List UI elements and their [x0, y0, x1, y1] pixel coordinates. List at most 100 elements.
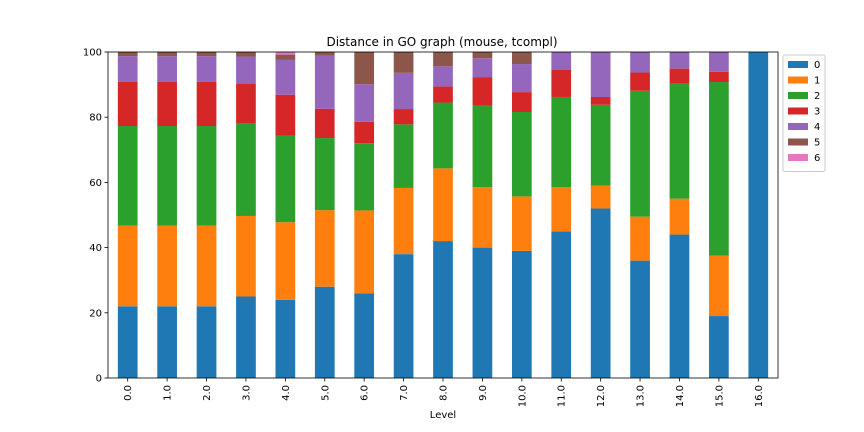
- x-tick-label: 16.0: [754, 385, 765, 407]
- bar-segment: [354, 293, 375, 378]
- legend-swatch: [788, 76, 808, 84]
- bar-segment: [236, 296, 256, 378]
- bar-segment: [117, 126, 138, 226]
- bar-segment: [354, 52, 375, 85]
- y-tick-label: 100: [83, 48, 102, 59]
- bar-segment: [354, 210, 375, 294]
- bar-segment: [393, 52, 414, 73]
- bar-segment: [236, 83, 256, 124]
- legend-swatch: [788, 92, 808, 99]
- bar-segment: [275, 59, 296, 95]
- bar-segment: [590, 104, 611, 186]
- bar-segment: [433, 66, 453, 87]
- bar-segment: [236, 52, 256, 57]
- bar-segment: [393, 72, 414, 110]
- bar-segment: [630, 216, 650, 261]
- bar-segment: [275, 135, 296, 223]
- bar-segment: [472, 105, 493, 188]
- bar-segment: [157, 56, 177, 82]
- bar-segment: [590, 185, 611, 209]
- y-tick-label: 80: [89, 113, 102, 124]
- plot-frame: [107, 51, 779, 379]
- chart-title: Distance in GO graph (mouse, tcompl): [326, 35, 557, 49]
- bar-segment: [354, 121, 375, 144]
- x-tick-label: 14.0: [675, 385, 686, 407]
- bar-segment: [709, 52, 729, 72]
- y-tick-label: 40: [89, 243, 102, 254]
- bar-segment: [393, 124, 414, 188]
- x-tick-label: 11.0: [557, 385, 568, 407]
- bar-segment: [511, 92, 532, 112]
- bar-segment: [669, 68, 690, 84]
- x-tick-label: 7.0: [399, 385, 410, 401]
- legend-swatch: [788, 154, 808, 161]
- legend-label: 2: [814, 91, 820, 102]
- bar-segment: [472, 187, 493, 248]
- bar-segment: [117, 306, 138, 378]
- bar-segment: [709, 255, 729, 317]
- bar-segment: [157, 52, 177, 57]
- bar-segment: [709, 316, 729, 378]
- bar-segment: [630, 72, 650, 91]
- bar-segment: [157, 225, 177, 307]
- bar-segment: [433, 86, 453, 103]
- bar-segment: [275, 222, 296, 300]
- bar-segment: [236, 56, 256, 84]
- bar-segment: [236, 215, 256, 297]
- bar-segment: [630, 52, 650, 73]
- bar-segment: [275, 52, 296, 55]
- bar-segment: [117, 225, 138, 307]
- bar-segment: [551, 187, 572, 232]
- bar-segment: [196, 52, 217, 57]
- bar-segment: [669, 52, 690, 69]
- bar-segment: [196, 306, 217, 378]
- bar-segment: [196, 225, 217, 307]
- bar-segment: [433, 102, 453, 169]
- legend-label: 3: [814, 107, 820, 118]
- x-tick-label: 5.0: [320, 385, 331, 401]
- bar-segment: [709, 71, 729, 82]
- bar-segment: [669, 234, 690, 378]
- legend: 0 1 2 3 4 5 6: [782, 54, 826, 172]
- bar-segment: [314, 286, 335, 378]
- y-axis: 0 20 40 60 80 100: [83, 48, 108, 385]
- x-tick-label: 13.0: [636, 385, 647, 407]
- x-tick-label: 15.0: [714, 385, 725, 407]
- bar-segment: [354, 84, 375, 122]
- x-tick-label: 4.0: [281, 385, 292, 401]
- legend-swatch: [788, 138, 808, 146]
- bar-segment: [196, 56, 217, 82]
- x-axis: 0.0 1.0 2.0 3.0 4.0 5.0 6.0 7.0 8.0 9.0 10.0 11.0 12…: [123, 378, 765, 407]
- bar-segment: [472, 247, 493, 378]
- bar-segment: [196, 81, 217, 127]
- bar-segment: [157, 126, 177, 226]
- x-tick-label: 9.0: [478, 385, 489, 401]
- bar-segment: [314, 210, 335, 287]
- x-tick-label: 2.0: [202, 385, 213, 401]
- bar-segment: [472, 58, 493, 78]
- bar-segment: [117, 52, 138, 57]
- bar-segment: [314, 138, 335, 211]
- x-tick-label: 12.0: [596, 385, 607, 407]
- bar-segment: [511, 196, 532, 251]
- bar-segment: [354, 143, 375, 211]
- legend-swatch: [788, 107, 808, 115]
- bar-segment: [236, 123, 256, 216]
- x-tick-label: 0.0: [123, 385, 134, 401]
- bar-segment: [551, 231, 572, 378]
- legend-swatch: [788, 123, 808, 130]
- bar-segment: [748, 52, 769, 378]
- bar-segment: [511, 64, 532, 93]
- bar-segment: [157, 306, 177, 378]
- bar-segment: [551, 69, 572, 97]
- legend-label: 1: [814, 76, 820, 87]
- bar-segment: [117, 56, 138, 82]
- y-tick-label: 60: [89, 178, 102, 189]
- bar-segment: [709, 81, 729, 256]
- y-tick-label: 0: [96, 374, 102, 385]
- x-tick-label: 3.0: [241, 385, 252, 401]
- bar-segment: [669, 83, 690, 199]
- legend-swatch: [788, 61, 808, 68]
- bar-segment: [630, 260, 650, 378]
